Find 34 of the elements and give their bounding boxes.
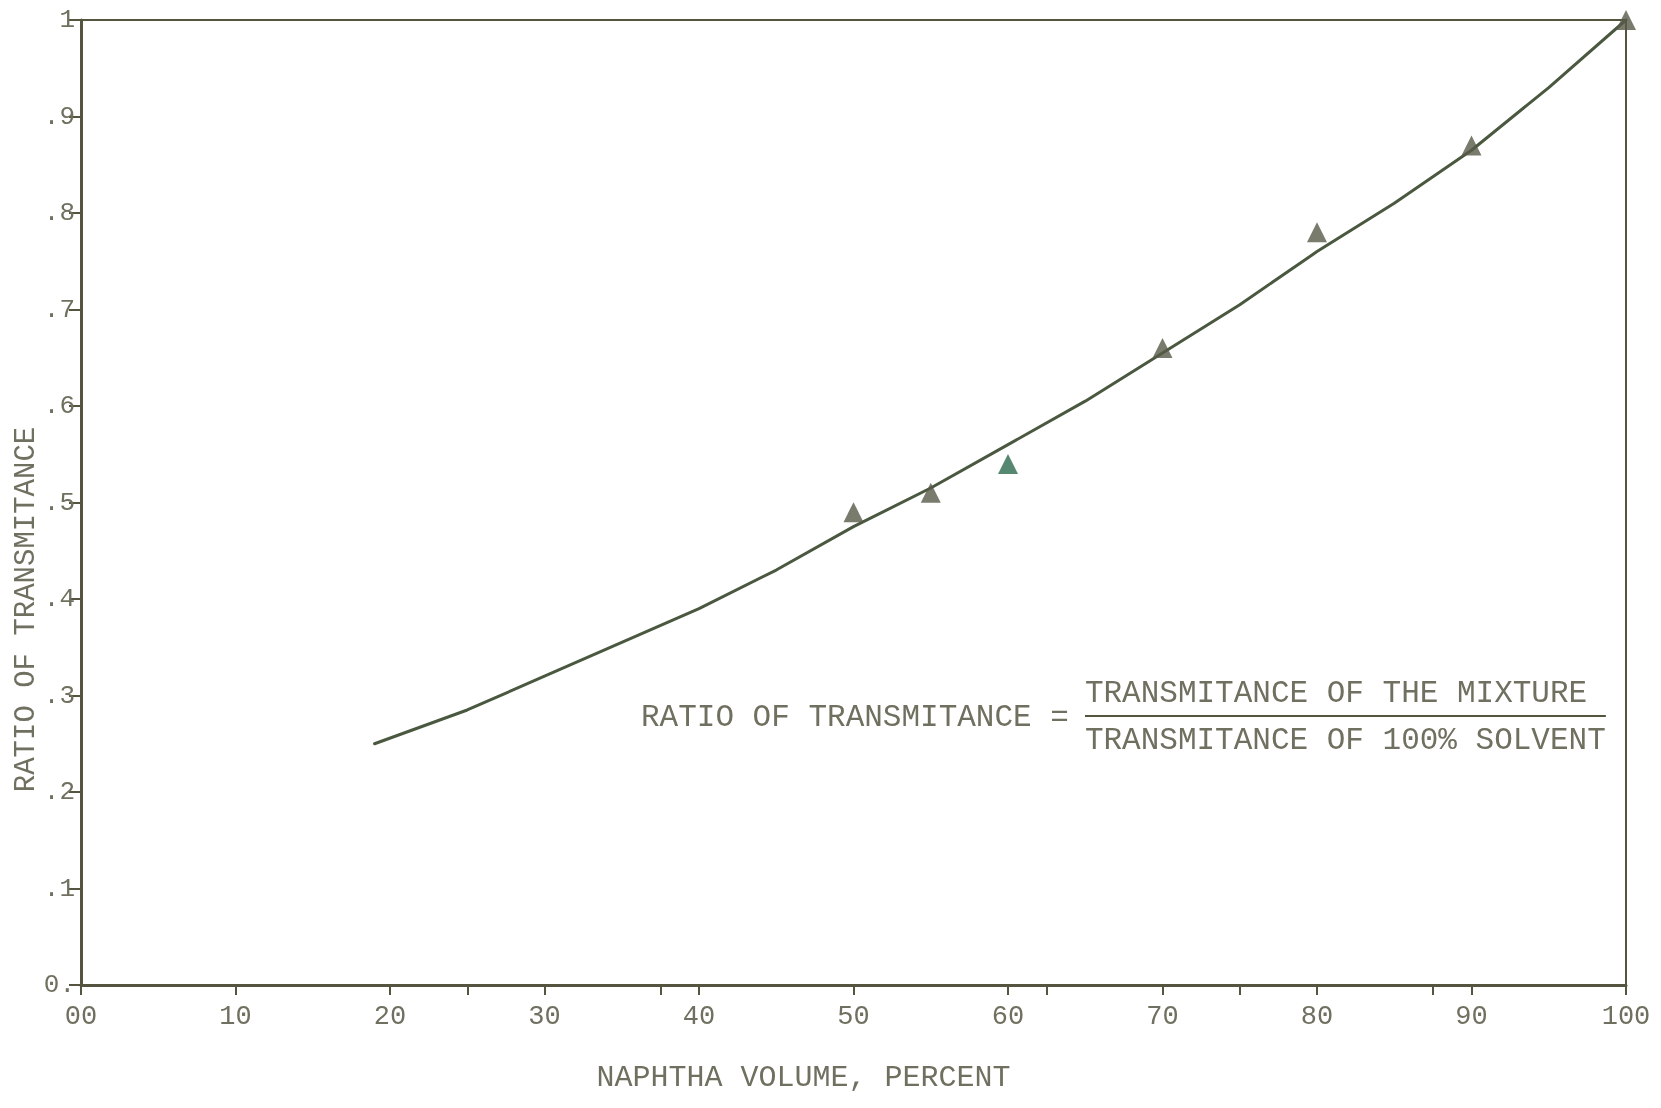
x-tick-label: 00 (64, 1001, 98, 1032)
point (998, 453, 1018, 474)
y-tick-label: .5 (43, 487, 75, 518)
annotation: TRANSMITANCE OF THE MIXTURE (1084, 676, 1589, 713)
y-tick-label: .3 (43, 680, 75, 711)
x-tick-label: 30 (528, 1001, 561, 1032)
y-tick-label: .8 (43, 198, 75, 228)
point (843, 502, 864, 523)
y-tick-label: 0. (43, 970, 75, 1000)
point (1152, 338, 1173, 359)
y-tick-label: 1 (59, 5, 75, 35)
y-tick-label: .7 (43, 294, 75, 325)
x-tick-label: 10 (219, 1001, 252, 1032)
x-axis-title: NAPHTHA VOLUME, PERCENT (596, 1061, 1011, 1095)
x-tick-label: 40 (682, 1001, 716, 1032)
point (920, 482, 941, 503)
y-axis-title: RATIO OF TRANSMITANCE (10, 426, 43, 793)
x-tick-label: 20 (373, 1001, 407, 1032)
annotation: TRANSMITANCE OF 100% SOLVENT (1084, 722, 1606, 758)
y-tick-label: .2 (43, 777, 75, 807)
x-tick-label: 100 (1601, 1001, 1651, 1032)
y-tick-label: .4 (43, 584, 75, 614)
x-tick-label: 60 (991, 1001, 1025, 1032)
y-tick-label: .9 (43, 101, 75, 132)
point (1616, 10, 1636, 30)
x-tick-label: 70 (1146, 1001, 1179, 1032)
point (1461, 135, 1482, 156)
point (1307, 222, 1327, 243)
x-tick-label: 90 (1455, 1001, 1488, 1032)
y-tick-label: .1 (43, 873, 75, 904)
x-tick-label: 50 (837, 1001, 870, 1032)
annotation: RATIO OF TRANSMITANCE = (641, 699, 1069, 735)
x-tick-label: 80 (1300, 1001, 1334, 1032)
y-tick-label: .6 (43, 391, 75, 421)
